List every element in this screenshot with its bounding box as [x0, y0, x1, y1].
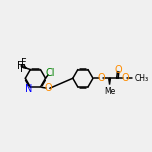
Text: N: N [26, 84, 33, 94]
Text: F: F [21, 64, 26, 74]
Text: O: O [114, 64, 122, 74]
Text: O: O [44, 83, 52, 93]
Text: Me: Me [104, 87, 115, 96]
Polygon shape [109, 79, 110, 85]
Text: Cl: Cl [45, 68, 55, 78]
Text: O: O [97, 73, 105, 83]
Text: F: F [21, 59, 27, 69]
Text: CH₃: CH₃ [134, 74, 148, 83]
Text: O: O [121, 73, 129, 83]
Text: F: F [17, 61, 23, 71]
